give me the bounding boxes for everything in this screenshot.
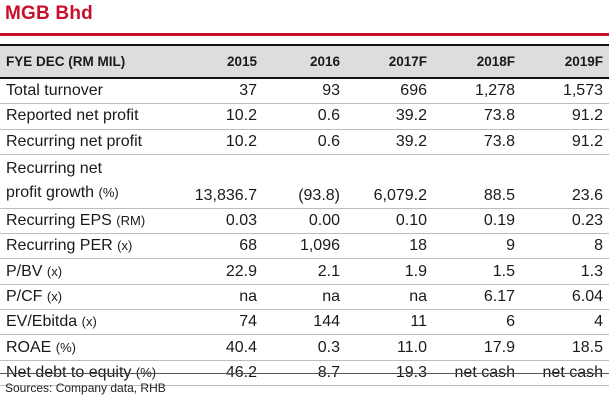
cell-value: 10.2 (178, 129, 263, 155)
row-unit: (x) (46, 288, 63, 304)
row-label: P/BV (x) (0, 258, 178, 285)
cell-value: 0.6 (263, 103, 346, 130)
cell-value: 17.9 (433, 334, 521, 361)
row-label: Total turnover (0, 77, 178, 105)
cell-value: 88.5 (433, 154, 521, 209)
table-bottom-rule (0, 373, 609, 374)
financial-table: FYE DEC (RM MIL) 2015 2016 2017F 2018F 2… (0, 46, 609, 386)
row-unit: (%) (135, 364, 157, 380)
cell-value: 144 (263, 309, 346, 336)
cell-value: 1.3 (521, 258, 609, 285)
row-label: Recurring net profit (0, 129, 178, 155)
table-row: Recurring EPS (RM) 0.03 0.00 0.10 0.19 0… (0, 208, 609, 235)
cell-value: 6.04 (521, 284, 609, 311)
cell-value: 1,278 (433, 77, 521, 105)
header-row: FYE DEC (RM MIL) 2015 2016 2017F 2018F 2… (0, 46, 609, 77)
cell-value: 696 (346, 77, 433, 105)
cell-value: 13,836.7 (178, 154, 263, 209)
header-year: 2019F (564, 54, 603, 69)
cell-value: 1,573 (521, 77, 609, 105)
cell-value: 0.03 (178, 208, 263, 235)
cell-value: 1,096 (263, 233, 346, 260)
cell-value: 91.2 (521, 129, 609, 155)
cell-value: 74 (178, 309, 263, 336)
row-unit: (%) (55, 339, 77, 355)
cell-value: 1.9 (346, 258, 433, 285)
cell-value: 0.6 (263, 129, 346, 155)
cell-value: 39.2 (346, 129, 433, 155)
table-row: Total turnover 37 93 696 1,278 1,573 (0, 77, 609, 105)
cell-value: 6,079.2 (346, 154, 433, 209)
header-label: FYE DEC (RM MIL) (6, 54, 126, 69)
source-note: Sources: Company data, RHB (5, 381, 166, 395)
cell-value: 9 (433, 233, 521, 260)
table-title: MGB Bhd (5, 3, 93, 24)
cell-value: 11 (346, 309, 433, 336)
row-unit: (x) (46, 263, 63, 279)
cell-value: 18 (346, 233, 433, 260)
cell-value: 22.9 (178, 258, 263, 285)
cell-value: 11.0 (346, 334, 433, 361)
cell-value: 0.00 (263, 208, 346, 235)
row-label: Recurring PER (x) (0, 233, 178, 260)
row-unit: (RM) (116, 213, 146, 229)
row-label: P/CF (x) (0, 284, 178, 311)
cell-value: 0.3 (263, 334, 346, 361)
row-label: Reported net profit (0, 103, 178, 130)
table-row: EV/Ebitda (x) 74 144 11 6 4 (0, 309, 609, 336)
table-row: Recurring net profit 10.2 0.6 39.2 73.8 … (0, 129, 609, 155)
table-row: Reported net profit 10.2 0.6 39.2 73.8 9… (0, 103, 609, 130)
header-band (0, 44, 609, 77)
cell-value: 18.5 (521, 334, 609, 361)
cell-value: 1.5 (433, 258, 521, 285)
cell-value: na (178, 284, 263, 311)
cell-value: 39.2 (346, 103, 433, 130)
row-label: Recurring net profit growth (%) (0, 154, 178, 209)
header-year: 2015 (226, 54, 257, 69)
row-unit: (%) (98, 185, 119, 201)
row-unit: (x) (117, 238, 133, 254)
cell-value: 10.2 (178, 103, 263, 130)
cell-value: 23.6 (521, 154, 609, 209)
cell-value: 2.1 (263, 258, 346, 285)
header-year: 2017F (388, 54, 427, 69)
cell-value: 40.4 (178, 334, 263, 361)
cell-value: 0.23 (521, 208, 609, 235)
cell-value: 0.10 (346, 208, 433, 235)
header-year: 2018F (476, 54, 515, 69)
table-row: Recurring net profit growth (%) 13,836.7… (0, 154, 609, 209)
cell-value: 6 (433, 309, 521, 336)
cell-value: 37 (178, 77, 263, 105)
title-rule (0, 33, 609, 36)
cell-value: 0.19 (433, 208, 521, 235)
row-unit: (x) (81, 314, 97, 330)
table-row: P/BV (x) 22.9 2.1 1.9 1.5 1.3 (0, 258, 609, 285)
cell-value: 68 (178, 233, 263, 260)
cell-value: na (346, 284, 433, 311)
cell-value: 4 (521, 309, 609, 336)
row-label: EV/Ebitda (x) (0, 309, 178, 336)
row-label: ROAE (%) (0, 334, 178, 361)
cell-value: (93.8) (263, 154, 346, 209)
cell-value: 8 (521, 233, 609, 260)
cell-value: 93 (263, 77, 346, 105)
table-row: P/CF (x) na na na 6.17 6.04 (0, 284, 609, 311)
cell-value: na (263, 284, 346, 311)
cell-value: 73.8 (433, 103, 521, 130)
table-row: Recurring PER (x) 68 1,096 18 9 8 (0, 233, 609, 260)
row-label: Recurring EPS (RM) (0, 208, 178, 235)
table-row: ROAE (%) 40.4 0.3 11.0 17.9 18.5 (0, 334, 609, 361)
header-top-rule (0, 44, 609, 46)
header-year: 2016 (309, 54, 340, 69)
cell-value: 6.17 (433, 284, 521, 311)
cell-value: 91.2 (521, 103, 609, 130)
cell-value: 73.8 (433, 129, 521, 155)
